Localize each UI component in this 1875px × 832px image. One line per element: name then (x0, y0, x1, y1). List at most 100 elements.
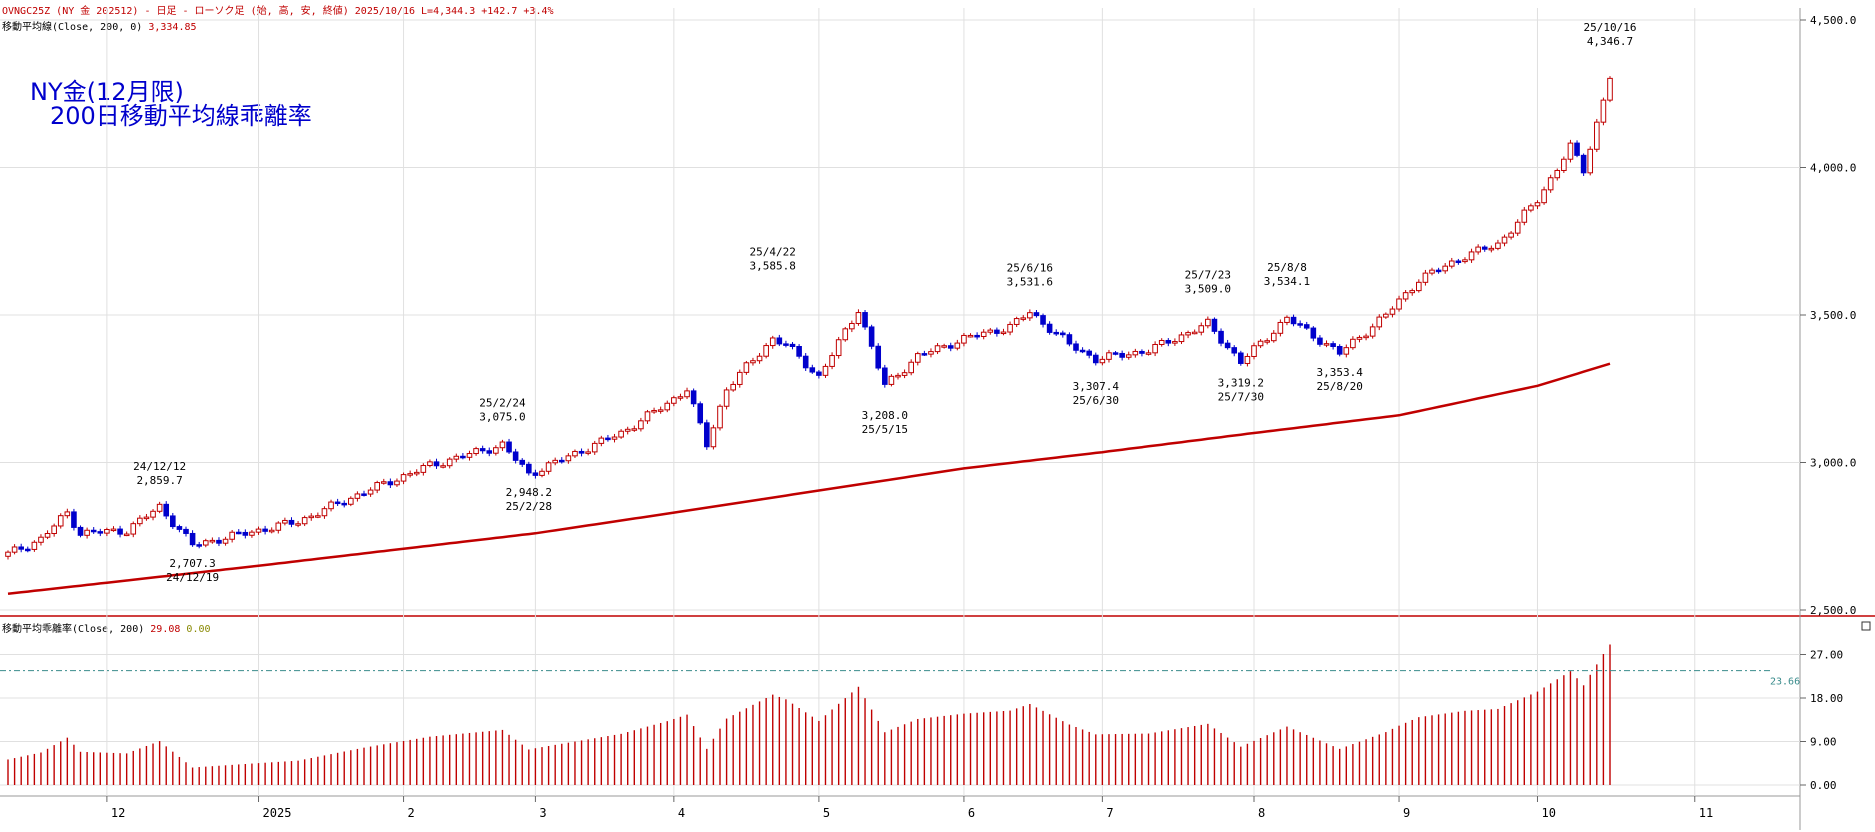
candle-body (156, 503, 163, 512)
candle-body (1363, 335, 1369, 339)
candle-body (354, 493, 361, 499)
candle-body (1284, 316, 1290, 323)
candle-body (460, 455, 466, 459)
candle-body (1211, 318, 1218, 332)
candle-body (875, 345, 882, 369)
candle-body (849, 322, 855, 330)
candle-body (407, 473, 413, 476)
candle-body (361, 493, 367, 496)
candle-body (11, 546, 18, 553)
candle-body (44, 533, 51, 538)
candle-body (413, 471, 420, 475)
candle-body (268, 529, 275, 533)
candle-body (796, 346, 802, 357)
annotation-price: 3,353.4 (1317, 366, 1364, 379)
candle-body (348, 497, 354, 505)
candle-body (947, 345, 954, 349)
candle-body (51, 525, 57, 535)
candle-body (31, 541, 38, 550)
candle-body (664, 402, 671, 411)
annotation-price: 4,346.7 (1587, 35, 1633, 48)
candle-body (183, 528, 189, 534)
candle-body (5, 551, 11, 557)
x-tick-label: 9 (1403, 806, 1410, 820)
candle-body (57, 515, 64, 527)
candle-body (255, 528, 262, 533)
candle-body (1442, 265, 1448, 272)
candle-body (453, 455, 460, 460)
candle-body (585, 451, 591, 454)
candle-body (1125, 354, 1132, 358)
x-tick-label: 6 (968, 806, 975, 820)
candle-body (736, 371, 743, 385)
last-price: L=4,344.3 (421, 6, 476, 17)
candle-body (1396, 298, 1402, 310)
candle-body (855, 312, 862, 324)
candle-body (275, 522, 282, 531)
candle-body (565, 455, 572, 462)
candle-body (71, 511, 77, 528)
candle-body (1422, 272, 1429, 283)
reference-label: 23.66 (1770, 677, 1800, 688)
candle-body (921, 353, 928, 356)
ma-legend: 移動平均線(Close, 200, 0) 3,334.85 (2, 18, 197, 33)
annotation-price: 3,534.1 (1264, 275, 1310, 288)
x-tick-label: 2025 (263, 806, 292, 820)
candle-body (440, 465, 446, 468)
deviation-value: 29.08 (150, 624, 181, 635)
annotation-price: 3,531.6 (1007, 276, 1053, 289)
candle-body (723, 389, 730, 407)
x-tick-label: 11 (1699, 806, 1713, 820)
candle-body (1264, 340, 1270, 343)
candle-body (1389, 308, 1396, 315)
candle-body (954, 342, 961, 349)
candle-body (202, 540, 209, 546)
candle-body (90, 529, 97, 533)
candle-body (512, 451, 519, 461)
candle-body (1554, 169, 1561, 179)
candle-body (1013, 318, 1020, 325)
candle-body (704, 422, 710, 448)
candle-body (1508, 232, 1514, 238)
candle-body (1119, 352, 1125, 358)
candle-body (987, 329, 994, 333)
candle-body (328, 501, 334, 510)
candle-body (868, 326, 875, 347)
chart-header: OVNGC25Z (NY 金 202512) - 日足 - ローソク足 (始, … (2, 2, 554, 17)
annotation-date: 24/12/12 (133, 460, 186, 473)
candle-body (196, 544, 202, 547)
candle-body (1416, 281, 1422, 292)
candle-body (862, 312, 868, 328)
candle-body (1132, 350, 1139, 356)
candle-body (591, 442, 598, 453)
candle-body (301, 517, 308, 525)
candle-body (994, 329, 1000, 334)
candle-body (387, 481, 394, 486)
x-tick-label: 2 (408, 806, 415, 820)
ma-value: 3,334.85 (148, 22, 197, 33)
candle-body (1462, 259, 1468, 263)
candle-body (367, 489, 374, 495)
candle-body (24, 548, 31, 552)
candle-body (394, 480, 400, 486)
candle-body (38, 536, 44, 543)
candle-body (1561, 158, 1567, 171)
candle-body (1343, 347, 1350, 355)
candle-body (598, 437, 605, 444)
candle-body (137, 517, 143, 525)
candle-body (1290, 316, 1297, 325)
candle-body (1000, 331, 1007, 335)
candle-body (980, 331, 987, 337)
candle-body (1488, 247, 1495, 251)
candle-body (143, 516, 150, 520)
candle-body (526, 463, 532, 474)
candle-body (1007, 323, 1013, 333)
candle-body (242, 531, 249, 536)
candle-body (446, 458, 453, 467)
candle-body (519, 459, 526, 465)
main-y-tick-label: 3,500.0 (1810, 309, 1856, 322)
annotation-price: 3,075.0 (479, 410, 525, 423)
candle-body (84, 529, 90, 536)
candle-body (150, 510, 156, 518)
candle-body (1330, 343, 1336, 347)
